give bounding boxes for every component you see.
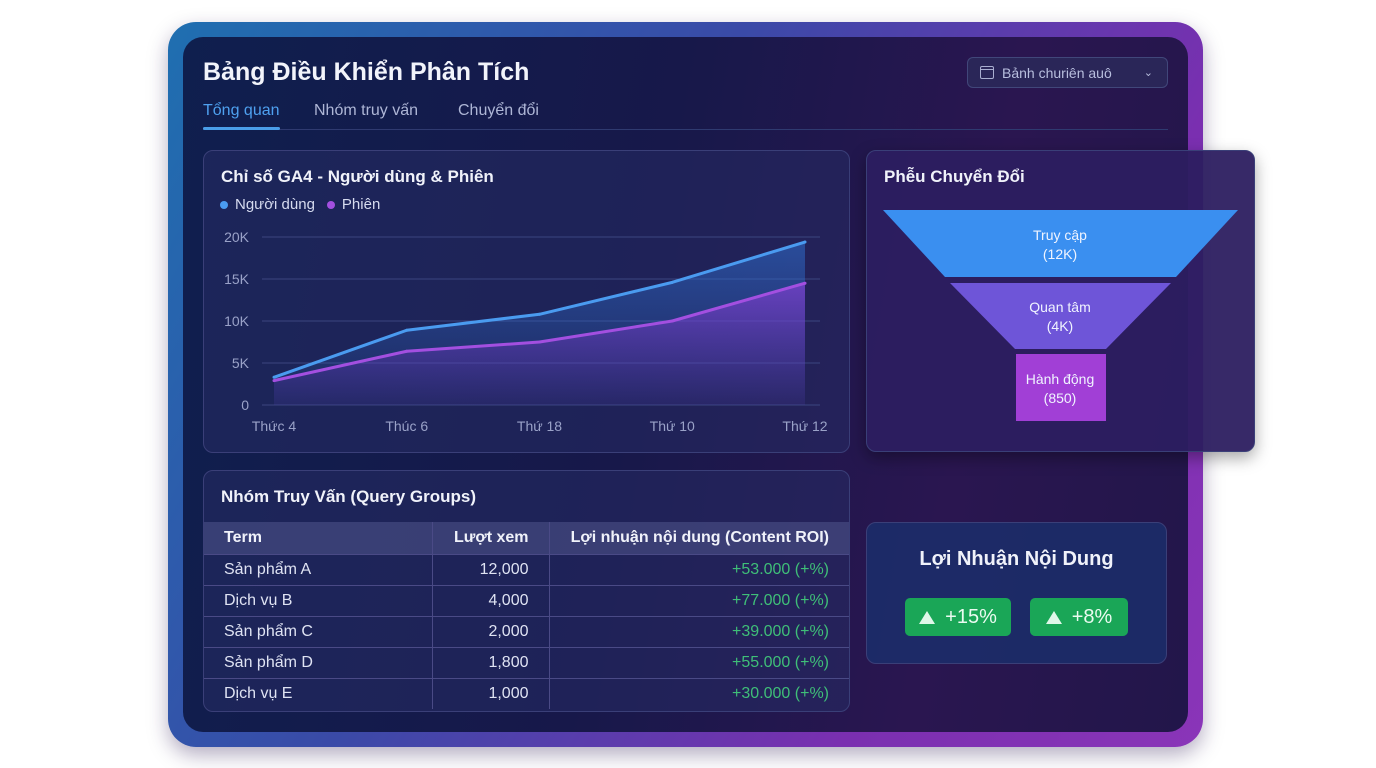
funnel-stage-action — [1016, 354, 1106, 421]
data-point — [405, 328, 409, 332]
page-title: Bảng Điều Khiển Phân Tích — [203, 58, 530, 86]
chart-title: Chỉ số GA4 - Người dùng & Phiên — [221, 167, 494, 186]
tab-bar: Tổng quan Nhóm truy vấn Chuyển đổi — [203, 100, 1168, 130]
tab-overview[interactable]: Tổng quan — [203, 102, 280, 130]
chevron-down-icon: ⌄ — [1143, 67, 1153, 79]
term-cell: Dịch vụ B — [204, 584, 432, 616]
term-cell: Sản phẩm D — [204, 646, 432, 678]
y-tick-label: 10K — [224, 313, 250, 329]
roi-cell: +39.000 (+%) — [548, 615, 849, 647]
y-tick-label: 0 — [241, 397, 249, 413]
date-range-value: Bảnh churiên auô — [1002, 64, 1112, 81]
funnel-value: (4K) — [1047, 318, 1073, 334]
funnel-value: (850) — [1044, 390, 1077, 406]
views-cell: 2,000 — [431, 615, 549, 647]
triangle-up-icon — [1045, 610, 1062, 624]
tab-conversion[interactable]: Chuyển đổi — [458, 102, 539, 119]
x-tick-label: Thứ 18 — [517, 418, 562, 434]
funnel-label: Quan tâm — [1029, 299, 1090, 315]
table-row[interactable]: Dịch vụ B 4,000 +77.000 (+%) — [204, 584, 849, 616]
area-sessions — [274, 283, 805, 405]
funnel-label: Truy cập — [1033, 227, 1087, 243]
data-point — [670, 280, 674, 284]
y-tick-label: 15K — [224, 271, 250, 287]
funnel-stage-interest — [950, 283, 1171, 349]
data-point — [803, 281, 807, 285]
date-range-select[interactable]: Bảnh churiên auô ⌄ — [967, 57, 1168, 88]
column-header-views[interactable]: Lượt xem — [431, 522, 549, 554]
content-roi-card — [866, 522, 1167, 664]
x-tick-label: Thứ 10 — [650, 418, 695, 434]
legend-item-sessions: Phiên — [326, 196, 380, 213]
roi-cell: +77.000 (+%) — [548, 584, 849, 616]
funnel-value: (12K) — [1043, 246, 1077, 262]
roi-cell: +30.000 (+%) — [548, 677, 849, 709]
query-groups-title: Nhóm Truy Vấn (Query Groups) — [221, 487, 477, 506]
x-tick-label: Thúc 6 — [385, 418, 428, 434]
y-tick-label: 5K — [232, 355, 250, 371]
table-header-row: Term Lượt xem Lợi nhuận nội dung (Conten… — [204, 522, 849, 554]
table-row[interactable]: Dịch vụ E 1,000 +30.000 (+%) — [204, 677, 849, 709]
data-point — [538, 312, 541, 316]
funnel-stage-visits — [883, 210, 1238, 277]
table-row[interactable]: Sản phẩm D 1,800 +55.000 (+%) — [204, 646, 849, 678]
roi-badge: +8% — [1030, 598, 1128, 636]
column-header-term[interactable]: Term — [204, 522, 432, 554]
legend-item-users: Người dùng — [220, 196, 315, 213]
term-cell: Sản phẩm C — [204, 615, 432, 647]
table-row[interactable]: Sản phẩm A 12,000 +53.000 (+%) — [204, 553, 849, 585]
term-cell: Sản phẩm A — [204, 553, 432, 585]
data-point — [670, 319, 674, 323]
term-cell: Dịch vụ E — [204, 677, 432, 709]
data-point — [803, 240, 807, 244]
views-cell: 1,800 — [431, 646, 549, 678]
tab-query-groups[interactable]: Nhóm truy vấn — [314, 102, 419, 119]
y-tick-label: 20K — [224, 229, 250, 245]
x-tick-label: Thứ 12 — [782, 418, 827, 434]
roi-cell: +53.000 (+%) — [548, 553, 849, 585]
roi-cell: +55.000 (+%) — [548, 646, 849, 678]
chart-legend: Người dùng Phiên — [220, 196, 380, 213]
content-roi-title: Lợi Nhuận Nội Dung — [919, 548, 1114, 570]
funnel-title: Phễu Chuyển Đổi — [884, 167, 1025, 186]
query-groups-table: Term Lượt xem Lợi nhuận nội dung (Conten… — [204, 522, 849, 709]
calendar-icon — [980, 66, 994, 79]
legend-dot-icon — [326, 201, 335, 210]
data-point — [272, 379, 276, 383]
legend-dot-icon — [220, 201, 228, 210]
views-cell: 4,000 — [431, 584, 549, 616]
triangle-up-icon — [919, 610, 936, 624]
column-header-roi[interactable]: Lợi nhuận nội dung (Content ROI) — [548, 522, 849, 554]
data-point — [405, 349, 409, 353]
x-tick-label: Thức 4 — [252, 418, 297, 434]
data-point — [272, 375, 276, 379]
table-row[interactable]: Sản phẩm C 2,000 +39.000 (+%) — [204, 615, 849, 647]
roi-badge: +15% — [905, 598, 1011, 636]
funnel-label: Hành động — [1026, 371, 1095, 387]
views-cell: 12,000 — [431, 553, 549, 585]
data-point — [538, 340, 541, 344]
views-cell: 1,000 — [431, 677, 549, 709]
